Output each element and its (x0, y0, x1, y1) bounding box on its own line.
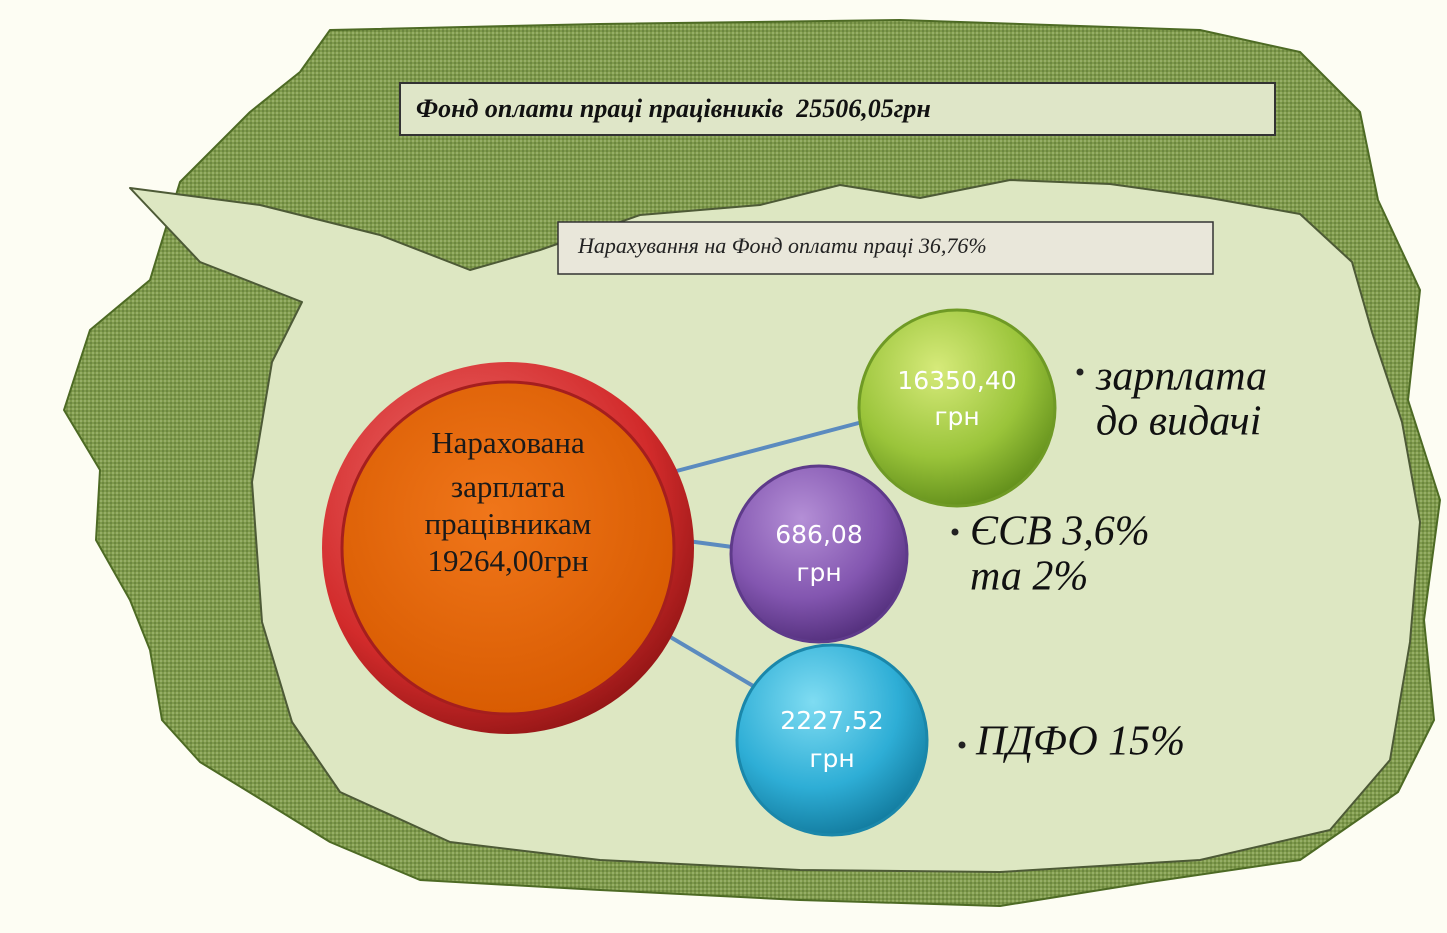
center-label: Нарахована (431, 425, 585, 460)
subtitle: Нарахування на Фонд оплати праці 36,76% (577, 233, 987, 258)
diagram: Фонд оплати праці працівників 25506,05гр… (0, 0, 1447, 933)
center-label: зарплата (451, 469, 565, 504)
bullet (959, 742, 966, 749)
node-label: до видачі (1096, 399, 1261, 445)
center-label: 19264,00грн (427, 543, 588, 578)
center-label: працівникам (425, 506, 592, 541)
node-label: ПДФО 15% (975, 719, 1185, 765)
node-label: та 2% (970, 554, 1088, 600)
bullet (952, 529, 959, 536)
node-value: 16350,40 (897, 366, 1016, 395)
node-value: 686,08 (775, 520, 862, 549)
title: Фонд оплати праці працівників 25506,05гр… (416, 94, 931, 123)
node-label: зарплата (1095, 354, 1267, 400)
node-unit: грн (809, 744, 854, 773)
node-label: ЄСВ 3,6% (970, 509, 1150, 555)
node-unit: грн (796, 558, 841, 587)
node-purple (731, 466, 907, 642)
node-value: 2227,52 (780, 706, 883, 735)
node-unit: грн (934, 402, 979, 431)
node-blue (737, 645, 927, 835)
bullet (1077, 369, 1084, 376)
